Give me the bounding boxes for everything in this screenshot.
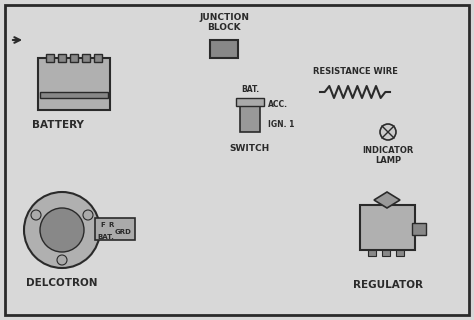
Bar: [236, 98, 264, 106]
Bar: [94, 54, 102, 62]
Circle shape: [83, 210, 93, 220]
Bar: [40, 92, 108, 98]
Circle shape: [380, 124, 396, 140]
Text: BAT.: BAT.: [97, 234, 114, 240]
Bar: [396, 250, 404, 256]
Bar: [38, 58, 110, 110]
Text: DELCOTRON: DELCOTRON: [26, 278, 98, 288]
Text: GRD: GRD: [115, 229, 132, 235]
Circle shape: [31, 210, 41, 220]
Bar: [58, 54, 66, 62]
Polygon shape: [374, 192, 400, 208]
Circle shape: [57, 255, 67, 265]
Bar: [360, 205, 415, 250]
Text: REGULATOR: REGULATOR: [353, 280, 423, 290]
Text: BAT.: BAT.: [241, 85, 259, 94]
Text: JUNCTION
BLOCK: JUNCTION BLOCK: [199, 13, 249, 32]
Circle shape: [40, 208, 84, 252]
Bar: [412, 223, 426, 235]
Text: R: R: [108, 222, 113, 228]
Text: RESISTANCE WIRE: RESISTANCE WIRE: [312, 67, 397, 76]
Bar: [382, 250, 390, 256]
Bar: [70, 54, 78, 62]
Text: SWITCH: SWITCH: [230, 144, 270, 153]
Bar: [368, 250, 376, 256]
Text: ACC.: ACC.: [268, 100, 288, 108]
Text: F: F: [100, 222, 105, 228]
Bar: [82, 54, 90, 62]
Bar: [95, 218, 135, 240]
Bar: [210, 40, 238, 58]
Text: INDICATOR
LAMP: INDICATOR LAMP: [362, 146, 414, 165]
Text: BATTERY: BATTERY: [32, 120, 84, 130]
Circle shape: [24, 192, 100, 268]
Bar: [46, 54, 54, 62]
Bar: [240, 102, 260, 132]
Text: IGN. 1: IGN. 1: [268, 119, 294, 129]
